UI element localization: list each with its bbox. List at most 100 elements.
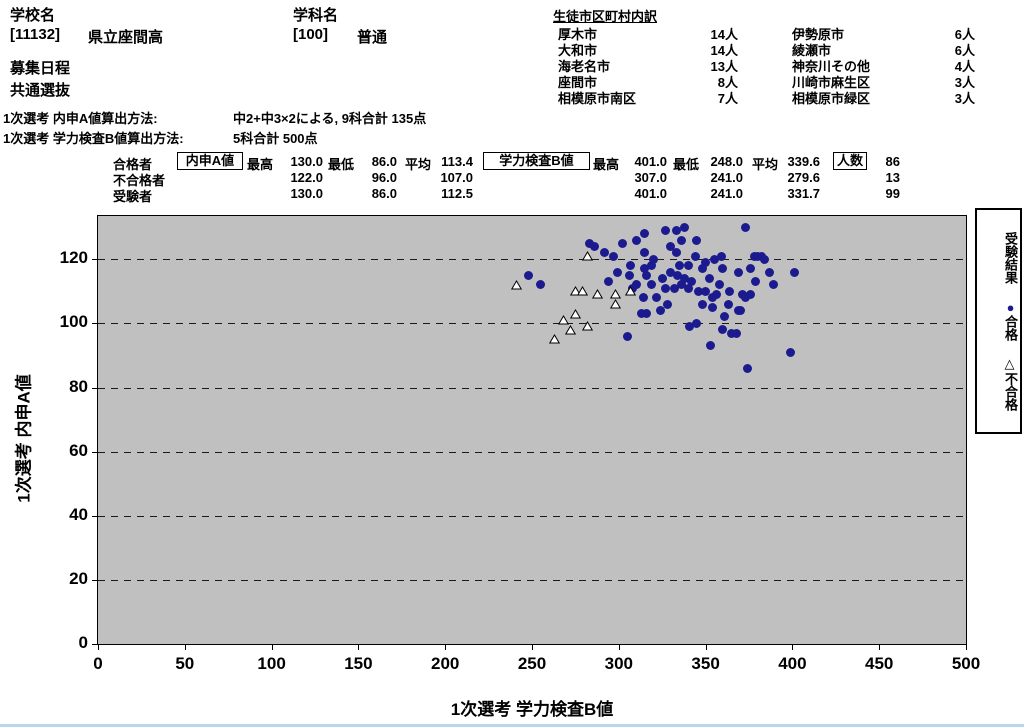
- pass-point: [673, 270, 683, 280]
- x-tick: [532, 644, 533, 650]
- gakuryoku-value: 307.0: [634, 170, 667, 185]
- fail-point: [581, 248, 594, 266]
- pass-point: [725, 286, 735, 296]
- city-name: 海老名市: [558, 59, 611, 74]
- pass-point: [709, 254, 719, 264]
- naishin-value: 86.0: [371, 154, 397, 169]
- naishin-value: 112.5: [441, 186, 473, 201]
- city-count: 13人: [710, 59, 738, 74]
- pass-point: [680, 222, 690, 232]
- stats-row-name: 受験者: [113, 189, 153, 204]
- pass-point: [765, 267, 775, 277]
- pass-point: [687, 277, 697, 287]
- pass-point: [714, 280, 724, 290]
- city-breakdown-column-1: 厚木市 14人 大和市 14人 海老名市 13人 座間市 8人 相模原市南区 7人: [556, 24, 738, 106]
- pass-point: [697, 264, 707, 274]
- x-tick: [445, 644, 447, 650]
- gakuryoku-method-value: 5科合計 500点: [233, 131, 318, 146]
- naishin-value: 130.0: [290, 154, 323, 169]
- pass-point: [716, 251, 726, 261]
- pass-point: [692, 318, 702, 328]
- city-name: 大和市: [558, 43, 598, 58]
- gakuryoku-box-label: 学力検査B値: [483, 152, 590, 170]
- pass-point: [742, 363, 752, 373]
- pass-point: [662, 299, 672, 309]
- legend-title: 受験結果: [1003, 231, 1018, 284]
- y-tick: [92, 515, 98, 517]
- count-value: 86: [885, 154, 900, 169]
- schedule-label: 募集日程: [10, 60, 71, 77]
- pass-point: [732, 328, 742, 338]
- pass-point: [723, 299, 733, 309]
- y-tick: [92, 644, 98, 645]
- x-tick: [705, 644, 707, 650]
- pass-point: [626, 261, 636, 271]
- fail-point: [592, 286, 604, 304]
- gridline: [98, 323, 966, 325]
- y-tick: [92, 387, 98, 389]
- city-count: 14人: [710, 43, 738, 58]
- city-count: 6人: [954, 27, 975, 42]
- x-tick: [792, 644, 794, 650]
- pass-point: [636, 309, 646, 319]
- x-tick-label: 400: [778, 654, 807, 673]
- city-count: 14人: [710, 27, 738, 42]
- pass-point: [697, 299, 707, 309]
- gakuryoku-value: 401.0: [634, 154, 667, 169]
- naishin-value: 107.0: [440, 170, 473, 185]
- pass-point: [666, 241, 676, 251]
- naishin-method-value: 中2+中3×2による, 9科合計 135点: [233, 111, 427, 126]
- pass-point: [640, 229, 650, 239]
- city-breakdown-title: 生徒市区町村内訳: [553, 9, 658, 24]
- department-label: 学科名: [293, 7, 339, 24]
- x-tick-label: 200: [431, 654, 460, 673]
- city-name: 川崎市麻生区: [792, 75, 871, 90]
- pass-point: [671, 248, 681, 258]
- pass-point: [694, 286, 704, 296]
- pass-point: [631, 280, 641, 290]
- naishin-value: 113.4: [441, 154, 473, 169]
- pass-point: [751, 277, 761, 287]
- pass-point: [718, 325, 728, 335]
- pass-point: [768, 280, 778, 290]
- gakuryoku-value: 401.0: [634, 186, 667, 201]
- fail-point: [569, 306, 581, 324]
- x-tick-label: 450: [865, 654, 894, 673]
- fail-marker-icon: △: [1003, 356, 1018, 372]
- pass-point: [642, 270, 652, 280]
- chart-legend: 受験結果 ●合格 △不合格: [975, 208, 1022, 434]
- pass-point: [640, 248, 650, 258]
- pass-point: [676, 235, 686, 245]
- pass-point: [704, 274, 714, 284]
- pass-point: [661, 225, 671, 235]
- pass-point: [524, 270, 534, 280]
- x-tick-label: 150: [344, 654, 373, 673]
- legend-pass-label: 合格: [1003, 314, 1018, 341]
- pass-point: [640, 264, 650, 274]
- fail-point: [625, 283, 637, 301]
- school-name: 県立座間高: [88, 29, 164, 46]
- pass-point: [676, 280, 686, 290]
- pass-point: [701, 286, 711, 296]
- city-count: 3人: [954, 75, 975, 90]
- pass-point: [666, 267, 676, 277]
- x-tick: [184, 644, 186, 650]
- pass-point: [652, 293, 662, 303]
- pass-point: [669, 283, 679, 293]
- count-value: 13: [885, 170, 900, 185]
- stats-row-name: 不合格者: [113, 173, 166, 188]
- x-tick-label: 100: [257, 654, 286, 673]
- pass-point: [711, 290, 721, 300]
- pass-point: [734, 267, 744, 277]
- fail-point: [609, 296, 621, 314]
- pass-point: [675, 261, 685, 271]
- pass-point: [683, 283, 693, 293]
- y-tick-label: 80: [69, 376, 88, 396]
- pass-point: [628, 283, 638, 293]
- naishin-value: 96.0: [371, 170, 397, 185]
- x-tick-label: 500: [951, 654, 981, 673]
- naishin-box-label: 内申A値: [177, 152, 243, 170]
- school-name-label: 学校名: [10, 7, 56, 24]
- schedule-value: 共通選抜: [10, 82, 71, 99]
- x-tick: [98, 644, 99, 650]
